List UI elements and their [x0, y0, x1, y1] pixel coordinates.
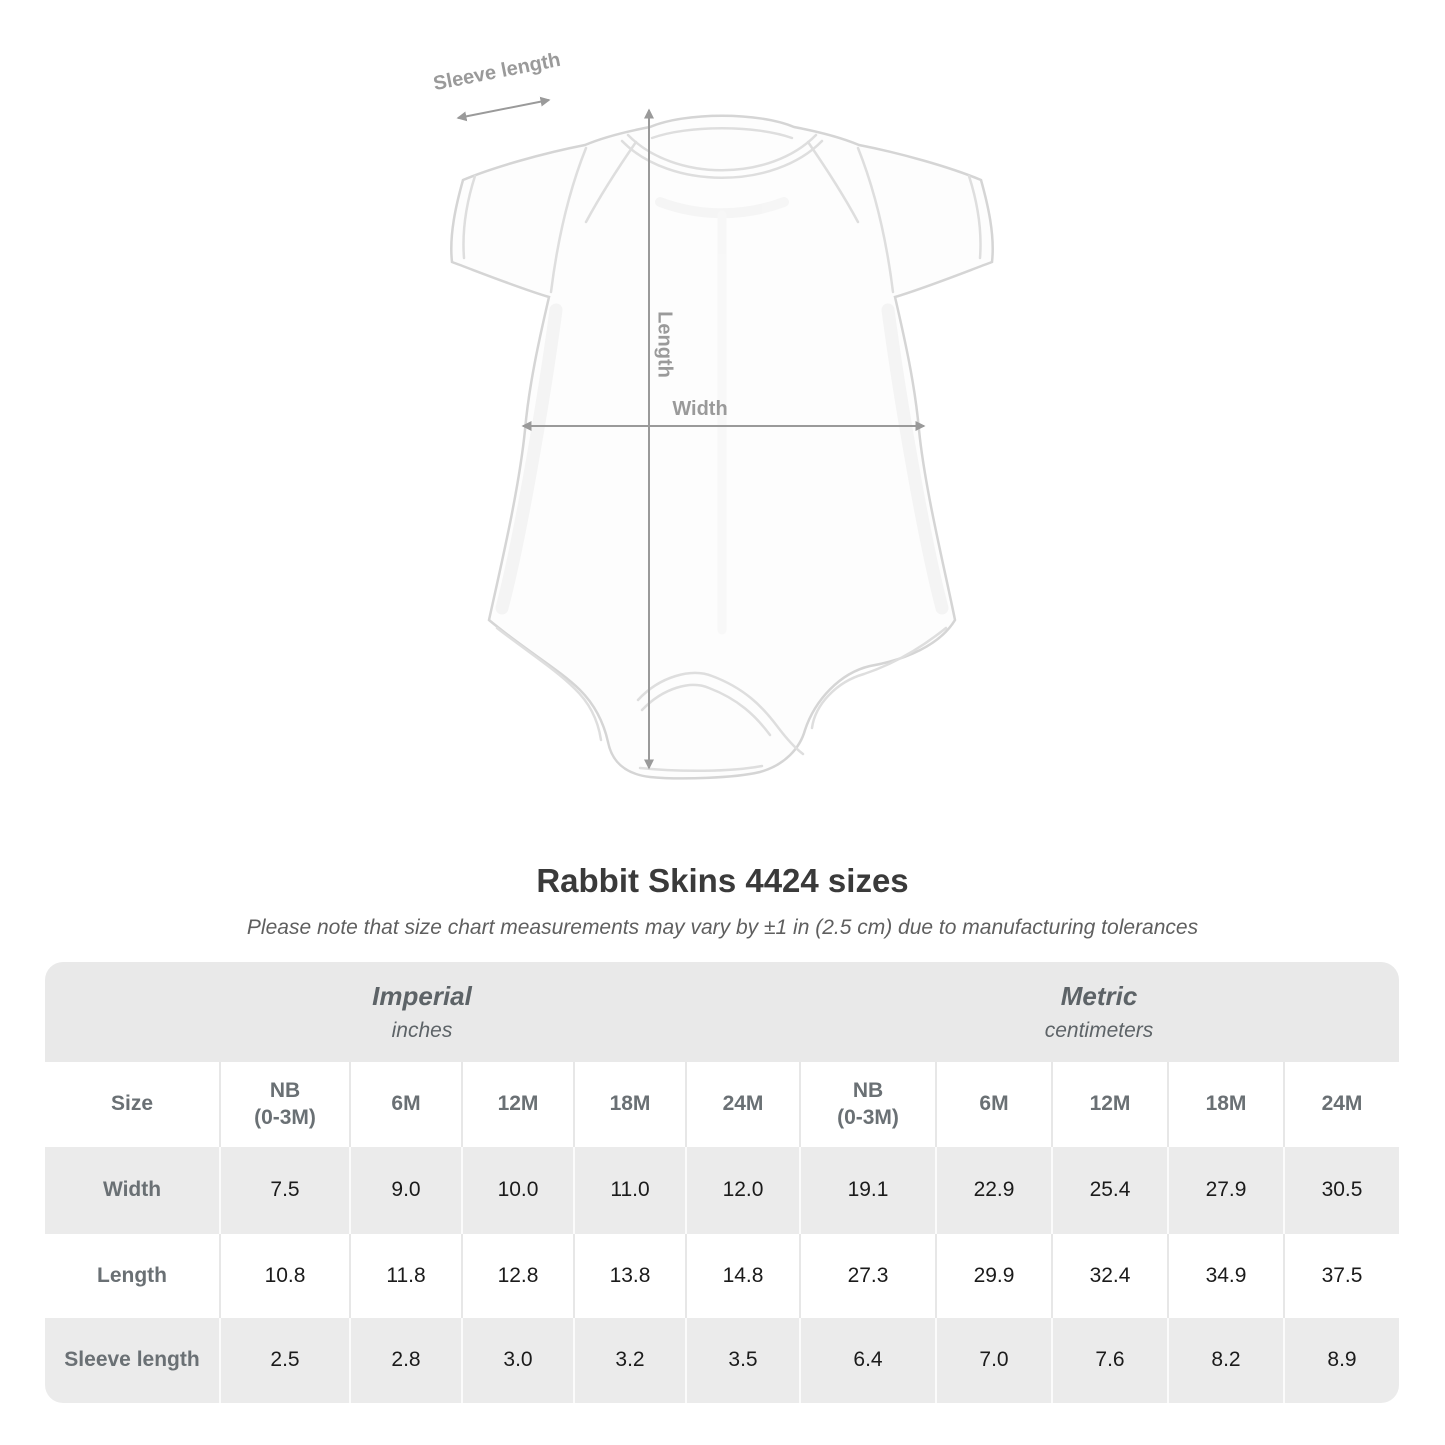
- table-cell: 3.0: [461, 1318, 573, 1403]
- table-cell: 11.0: [573, 1147, 685, 1234]
- row-label: Width: [45, 1147, 219, 1234]
- row-label: Length: [45, 1234, 219, 1318]
- table-cell: 10.8: [219, 1234, 349, 1318]
- column-header: 24M: [685, 1062, 799, 1147]
- column-header: 18M: [1167, 1062, 1283, 1147]
- size-row-label: Size: [45, 1062, 219, 1147]
- column-header: NB (0-3M): [219, 1062, 349, 1147]
- table-cell: 27.9: [1167, 1147, 1283, 1234]
- table-cell: 7.6: [1051, 1318, 1167, 1403]
- sleeve-length-arrow: [456, 96, 551, 122]
- table-cell: 32.4: [1051, 1234, 1167, 1318]
- unit-name-metric: Metric: [1060, 981, 1138, 1011]
- size-table: Imperial inches Metric centimeters Size N…: [45, 962, 1399, 1403]
- table-cell: 13.8: [573, 1234, 685, 1318]
- table-cell: 3.5: [685, 1318, 799, 1403]
- table-cell: 12.0: [685, 1147, 799, 1234]
- width-label: Width: [672, 398, 728, 420]
- length-label: Length: [653, 311, 676, 378]
- unit-name-imperial: Imperial: [372, 981, 472, 1011]
- table-cell: 2.5: [219, 1318, 349, 1403]
- table-cell: 30.5: [1283, 1147, 1399, 1234]
- table-cell: 3.2: [573, 1318, 685, 1403]
- row-label: Sleeve length: [45, 1318, 219, 1403]
- column-header: NB (0-3M): [799, 1062, 935, 1147]
- page-subtitle: Please note that size chart measurements…: [246, 916, 1199, 939]
- unit-sublabel-metric: centimeters: [1044, 1019, 1154, 1042]
- table-cell: 11.8: [349, 1234, 461, 1318]
- table-cell: 27.3: [799, 1234, 935, 1318]
- table-cell: 9.0: [349, 1147, 461, 1234]
- table-cell: 7.5: [219, 1147, 349, 1234]
- column-header: 12M: [461, 1062, 573, 1147]
- table-cell: 25.4: [1051, 1147, 1167, 1234]
- table-cell: 12.8: [461, 1234, 573, 1318]
- table-cell: 6.4: [799, 1318, 935, 1403]
- table-cell: 14.8: [685, 1234, 799, 1318]
- table-cell: 8.2: [1167, 1318, 1283, 1403]
- column-header: 12M: [1051, 1062, 1167, 1147]
- unit-header-imperial: Imperial inches: [45, 962, 799, 1062]
- column-header: 24M: [1283, 1062, 1399, 1147]
- onesie-seams: [462, 127, 982, 773]
- table-cell: 2.8: [349, 1318, 461, 1403]
- unit-sublabel-imperial: inches: [391, 1019, 453, 1042]
- column-header: 6M: [935, 1062, 1051, 1147]
- table-cell: 34.9: [1167, 1234, 1283, 1318]
- measurement-arrows: [456, 96, 926, 770]
- table-cell: 8.9: [1283, 1318, 1399, 1403]
- unit-header-metric: Metric centimeters: [799, 962, 1399, 1062]
- table-cell: 7.0: [935, 1318, 1051, 1403]
- table-cell: 10.0: [461, 1147, 573, 1234]
- table-cell: 37.5: [1283, 1234, 1399, 1318]
- table-cell: 22.9: [935, 1147, 1051, 1234]
- column-header: 18M: [573, 1062, 685, 1147]
- column-header: 6M: [349, 1062, 461, 1147]
- page-title: Rabbit Skins 4424 sizes: [536, 862, 909, 899]
- table-cell: 29.9: [935, 1234, 1051, 1318]
- onesie-illustration: [450, 96, 994, 780]
- table-cell: 19.1: [799, 1147, 935, 1234]
